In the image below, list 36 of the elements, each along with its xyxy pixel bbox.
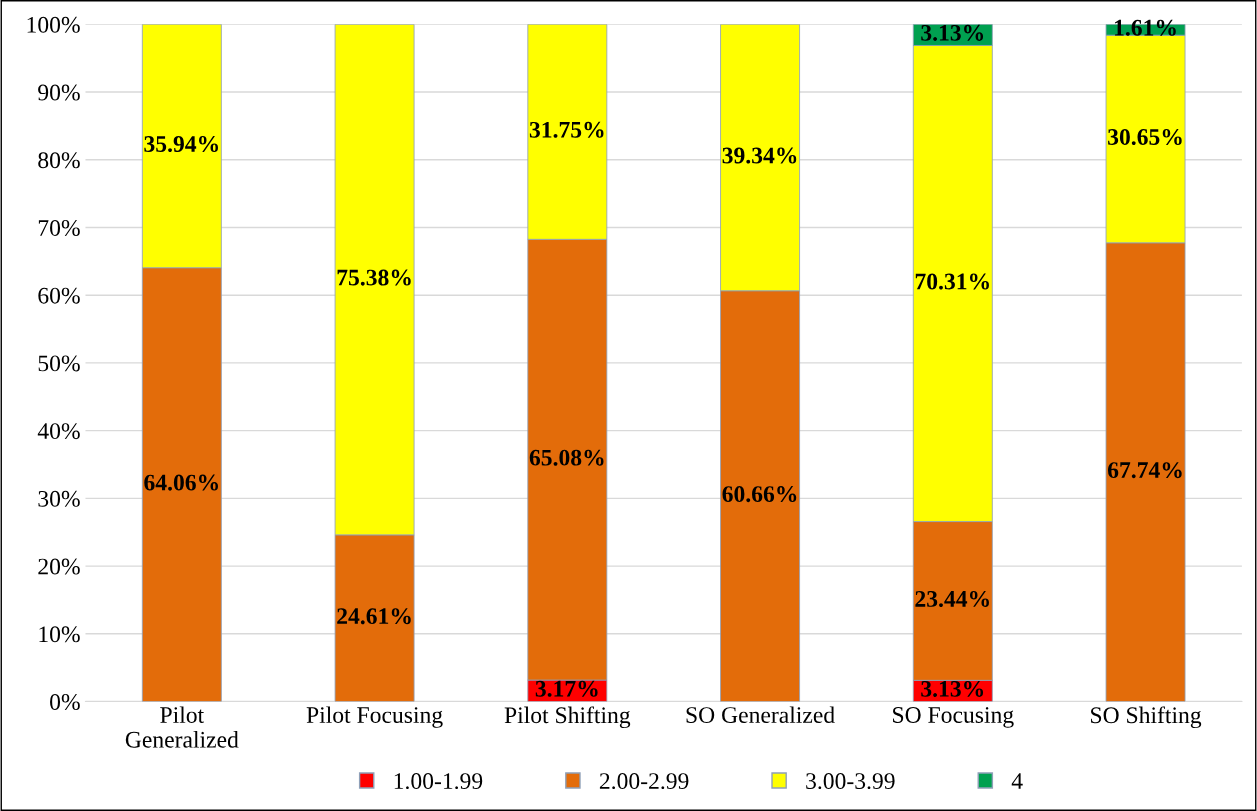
y-tick-label: 60% <box>38 287 80 304</box>
data-label: 23.44% <box>915 590 989 607</box>
y-tick-label: 80% <box>38 152 80 169</box>
y-tick-label: 90% <box>38 84 80 101</box>
data-label: 3.13% <box>921 680 984 697</box>
data-label: 60.66% <box>722 486 797 503</box>
data-label: 24.61% <box>337 608 411 625</box>
x-tick-label: SO Generalized <box>686 706 835 723</box>
y-tick-label: 70% <box>38 219 80 236</box>
y-tick-label: 100% <box>27 16 80 33</box>
legend-label: 1.00-1.99 <box>394 773 483 790</box>
data-label: 3.17% <box>535 680 598 697</box>
x-tick-label: Pilot Generalized <box>125 706 239 748</box>
data-label: 39.34% <box>722 147 797 164</box>
data-label: 3.13% <box>921 24 984 41</box>
data-label: 30.65% <box>1108 128 1182 146</box>
data-label: 64.06% <box>144 474 218 491</box>
y-tick-label: 10% <box>39 626 80 643</box>
x-tick-label: SO Shifting <box>1091 706 1202 729</box>
data-label: 70.31% <box>915 273 989 290</box>
data-label: 35.94% <box>144 136 218 153</box>
y-tick-label: 20% <box>38 558 80 575</box>
legend-label: 3.00-3.99 <box>806 773 895 790</box>
data-label: 67.74% <box>1107 462 1182 479</box>
legend-label: 2.00-2.99 <box>599 773 689 790</box>
y-tick-label: 50% <box>38 355 80 372</box>
legend-label: 4 <box>1011 773 1023 789</box>
data-label: 65.08% <box>529 449 604 466</box>
data-label: 75.38% <box>337 269 411 286</box>
y-tick-label: 40% <box>37 423 80 440</box>
y-tick-label: 0% <box>50 694 80 711</box>
x-tick-label: SO Focusing <box>893 707 1014 728</box>
data-label: 31.75% <box>529 121 604 138</box>
y-tick-label: 30% <box>38 490 80 507</box>
x-tick-label: Pilot Shifting <box>504 706 631 729</box>
x-tick-label: Pilot Focusing <box>306 706 443 728</box>
